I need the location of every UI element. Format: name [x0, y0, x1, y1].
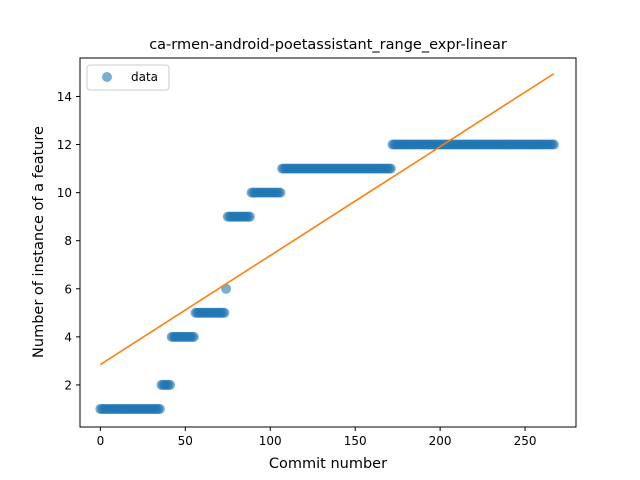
plot-area — [95, 72, 559, 414]
y-tick-label: 4 — [64, 330, 72, 344]
x-tick-label: 150 — [344, 434, 367, 448]
fit-line — [99, 72, 555, 366]
data-point — [154, 403, 165, 414]
x-tick-label: 100 — [259, 434, 282, 448]
data-point — [275, 187, 286, 198]
fit-line-series — [99, 72, 555, 366]
data-point — [188, 331, 199, 342]
data-series-points — [95, 139, 559, 414]
y-tick-label: 2 — [64, 378, 72, 392]
y-tick-label: 10 — [57, 186, 72, 200]
y-tick-label: 6 — [64, 282, 72, 296]
y-tick-label: 12 — [57, 138, 72, 152]
x-axis: 0 50 100 150 200 250 — [97, 427, 537, 448]
y-tick-label: 8 — [64, 234, 72, 248]
y-axis: 2 4 6 8 10 12 14 — [57, 90, 80, 392]
chart-title: ca-rmen-android-poetassistant_range_expr… — [149, 37, 507, 53]
x-tick-label: 250 — [514, 434, 537, 448]
data-point — [385, 163, 396, 174]
legend-box — [86, 64, 170, 91]
x-tick-label: 200 — [429, 434, 452, 448]
x-tick-label: 0 — [97, 434, 105, 448]
data-point — [244, 211, 255, 222]
legend: data — [86, 64, 170, 91]
legend-label-data: data — [131, 70, 158, 84]
x-axis-label: Commit number — [269, 456, 387, 472]
data-point — [165, 379, 176, 390]
data-point — [219, 307, 230, 318]
x-tick-label: 50 — [178, 434, 193, 448]
y-axis-label: Number of instance of a feature — [31, 126, 47, 358]
legend-marker-data — [102, 72, 112, 82]
data-point — [548, 139, 559, 150]
y-tick-label: 14 — [57, 90, 72, 104]
plot-frame — [79, 57, 577, 428]
